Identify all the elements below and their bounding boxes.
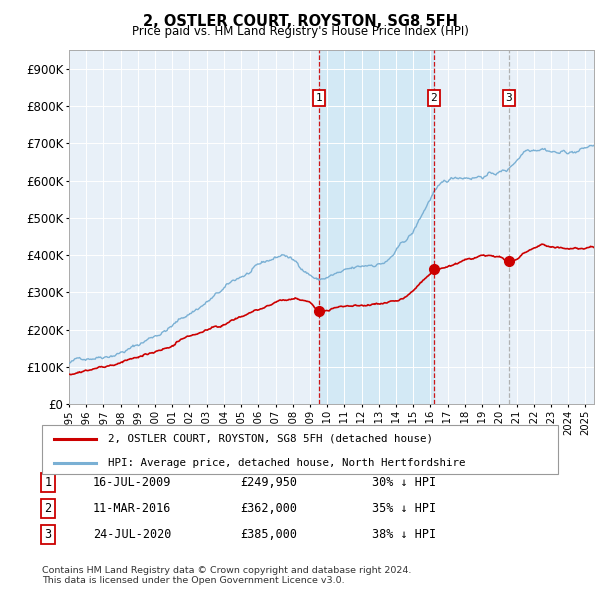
Text: 3: 3 [44, 528, 52, 541]
Text: 30% ↓ HPI: 30% ↓ HPI [372, 476, 436, 489]
Text: £249,950: £249,950 [240, 476, 297, 489]
Bar [319, 50, 434, 404]
Text: HPI: Average price, detached house, North Hertfordshire: HPI: Average price, detached house, Nort… [108, 458, 466, 468]
Text: 2: 2 [44, 502, 52, 515]
Text: 2, OSTLER COURT, ROYSTON, SG8 5FH (detached house): 2, OSTLER COURT, ROYSTON, SG8 5FH (detac… [108, 434, 433, 444]
Text: 1: 1 [316, 93, 323, 103]
Text: 11-MAR-2016: 11-MAR-2016 [93, 502, 172, 515]
Text: £385,000: £385,000 [240, 528, 297, 541]
Text: 3: 3 [506, 93, 512, 103]
Text: Contains HM Land Registry data © Crown copyright and database right 2024.
This d: Contains HM Land Registry data © Crown c… [42, 566, 412, 585]
Text: 35% ↓ HPI: 35% ↓ HPI [372, 502, 436, 515]
Text: 2, OSTLER COURT, ROYSTON, SG8 5FH: 2, OSTLER COURT, ROYSTON, SG8 5FH [143, 14, 457, 28]
Text: £362,000: £362,000 [240, 502, 297, 515]
Text: 1: 1 [44, 476, 52, 489]
Text: 38% ↓ HPI: 38% ↓ HPI [372, 528, 436, 541]
Text: 2: 2 [430, 93, 437, 103]
Text: Price paid vs. HM Land Registry's House Price Index (HPI): Price paid vs. HM Land Registry's House … [131, 25, 469, 38]
Text: 16-JUL-2009: 16-JUL-2009 [93, 476, 172, 489]
Text: 24-JUL-2020: 24-JUL-2020 [93, 528, 172, 541]
